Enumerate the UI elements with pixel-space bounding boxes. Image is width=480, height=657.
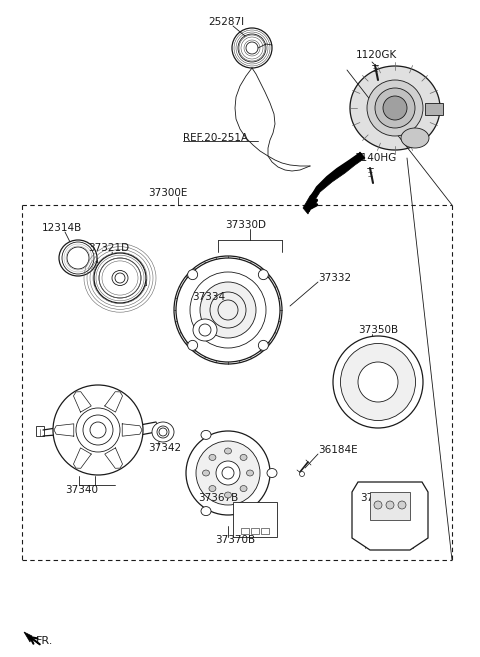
Text: 37300E: 37300E bbox=[148, 188, 187, 198]
Circle shape bbox=[375, 88, 415, 128]
Circle shape bbox=[258, 340, 268, 350]
Bar bbox=[233, 502, 277, 537]
Circle shape bbox=[196, 441, 260, 505]
Circle shape bbox=[76, 408, 120, 452]
Polygon shape bbox=[54, 424, 74, 436]
Text: 37367B: 37367B bbox=[198, 493, 238, 503]
Text: 1140HG: 1140HG bbox=[355, 153, 397, 163]
Ellipse shape bbox=[193, 319, 217, 341]
Polygon shape bbox=[73, 392, 91, 412]
Polygon shape bbox=[24, 632, 32, 642]
Circle shape bbox=[258, 269, 268, 280]
Text: 37370B: 37370B bbox=[215, 535, 255, 545]
Text: 37330D: 37330D bbox=[225, 220, 266, 230]
Text: 36184E: 36184E bbox=[318, 445, 358, 455]
Circle shape bbox=[200, 282, 256, 338]
Circle shape bbox=[383, 96, 407, 120]
Ellipse shape bbox=[333, 336, 423, 428]
Polygon shape bbox=[352, 482, 428, 550]
Bar bbox=[241, 528, 249, 534]
Text: 1120GK: 1120GK bbox=[356, 50, 397, 60]
Bar bbox=[251, 528, 259, 534]
Text: 37390B: 37390B bbox=[360, 493, 400, 503]
Ellipse shape bbox=[340, 344, 416, 420]
Ellipse shape bbox=[225, 448, 231, 454]
Circle shape bbox=[53, 385, 143, 475]
Polygon shape bbox=[350, 66, 440, 150]
Ellipse shape bbox=[209, 455, 216, 461]
Text: REF.20-251A: REF.20-251A bbox=[183, 133, 248, 143]
Ellipse shape bbox=[94, 253, 146, 303]
Polygon shape bbox=[105, 448, 122, 468]
Ellipse shape bbox=[386, 501, 394, 509]
Circle shape bbox=[188, 269, 198, 280]
Ellipse shape bbox=[203, 470, 209, 476]
Ellipse shape bbox=[225, 492, 231, 498]
Text: 37334: 37334 bbox=[192, 292, 225, 302]
Text: 12314B: 12314B bbox=[42, 223, 82, 233]
Ellipse shape bbox=[240, 486, 247, 491]
Text: 37340: 37340 bbox=[65, 485, 98, 495]
Text: 37342: 37342 bbox=[148, 443, 181, 453]
Ellipse shape bbox=[267, 468, 277, 478]
Ellipse shape bbox=[201, 507, 211, 516]
Circle shape bbox=[300, 472, 304, 476]
Ellipse shape bbox=[201, 430, 211, 440]
Circle shape bbox=[188, 340, 198, 350]
Ellipse shape bbox=[240, 455, 247, 461]
Ellipse shape bbox=[152, 422, 174, 442]
Polygon shape bbox=[122, 424, 142, 436]
Circle shape bbox=[186, 431, 270, 515]
Text: 37321D: 37321D bbox=[88, 243, 129, 253]
Ellipse shape bbox=[59, 240, 97, 276]
Ellipse shape bbox=[374, 501, 382, 509]
Circle shape bbox=[176, 258, 280, 362]
Bar bbox=[261, 528, 269, 534]
Ellipse shape bbox=[398, 501, 406, 509]
Circle shape bbox=[216, 461, 240, 485]
Circle shape bbox=[367, 80, 423, 136]
Polygon shape bbox=[73, 448, 91, 468]
Text: FR.: FR. bbox=[36, 636, 53, 646]
Polygon shape bbox=[303, 152, 365, 214]
Bar bbox=[370, 492, 410, 520]
Circle shape bbox=[358, 362, 398, 402]
Ellipse shape bbox=[247, 470, 253, 476]
Text: 25287I: 25287I bbox=[208, 17, 244, 27]
Text: 37332: 37332 bbox=[318, 273, 351, 283]
Polygon shape bbox=[105, 392, 122, 412]
Bar bbox=[425, 103, 443, 115]
Text: 37350B: 37350B bbox=[358, 325, 398, 335]
Bar bbox=[36, 426, 44, 436]
Ellipse shape bbox=[209, 486, 216, 491]
Ellipse shape bbox=[401, 128, 429, 148]
Ellipse shape bbox=[112, 271, 128, 286]
